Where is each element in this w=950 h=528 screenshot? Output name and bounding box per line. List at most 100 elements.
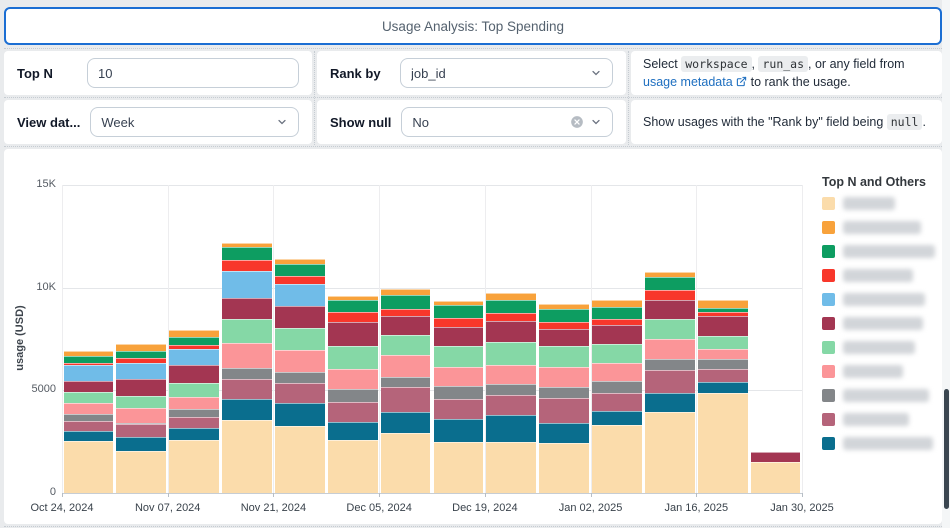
bar-segment[interactable] xyxy=(697,335,748,349)
legend-item[interactable] xyxy=(822,245,938,258)
bar-segment[interactable] xyxy=(222,259,272,271)
bar-segment[interactable] xyxy=(169,397,220,409)
bar-segment[interactable] xyxy=(486,312,537,322)
legend-item[interactable] xyxy=(822,221,938,234)
scrollbar-track[interactable] xyxy=(942,0,950,528)
bar-segment[interactable] xyxy=(644,290,695,301)
bar-segment[interactable] xyxy=(380,288,431,295)
bar-segment[interactable] xyxy=(380,316,431,335)
bar-segment[interactable] xyxy=(63,414,114,421)
bar-segment[interactable] xyxy=(539,442,590,493)
usage-metadata-link[interactable]: usage metadata xyxy=(643,75,733,89)
bar-segment[interactable] xyxy=(539,346,590,367)
bar-segment[interactable] xyxy=(644,370,695,394)
bar-segment[interactable] xyxy=(169,344,220,349)
bar-segment[interactable] xyxy=(116,437,167,451)
bar-segment[interactable] xyxy=(486,364,537,385)
bar-segment[interactable] xyxy=(697,382,748,394)
bar-segment[interactable] xyxy=(380,432,431,493)
bar-segment[interactable] xyxy=(380,386,431,412)
widget-title-card[interactable]: Usage Analysis: Top Spending xyxy=(4,7,942,45)
bar-segment[interactable] xyxy=(486,415,537,442)
bar-segment[interactable] xyxy=(116,407,167,423)
bar-segment[interactable] xyxy=(644,300,695,319)
bar-segment[interactable] xyxy=(327,368,378,390)
bar-segment[interactable] xyxy=(222,247,272,260)
bar-segment[interactable] xyxy=(274,305,325,328)
bar-segment[interactable] xyxy=(433,317,484,327)
bar-segment[interactable] xyxy=(750,461,801,493)
bar-segment[interactable] xyxy=(644,359,695,371)
bar-segment[interactable] xyxy=(327,389,378,403)
bar-segment[interactable] xyxy=(697,369,748,383)
legend-item[interactable] xyxy=(822,389,938,402)
bar-segment[interactable] xyxy=(592,393,642,411)
bar-segment[interactable] xyxy=(63,362,114,365)
legend-item[interactable] xyxy=(822,365,938,378)
bar-segment[interactable] xyxy=(116,424,167,438)
bar-segment[interactable] xyxy=(116,362,167,380)
bar-segment[interactable] xyxy=(327,421,378,440)
legend-item[interactable] xyxy=(822,317,938,330)
bar-segment[interactable] xyxy=(63,403,114,415)
bar-segment[interactable] xyxy=(644,412,695,493)
bar-segment[interactable] xyxy=(169,382,220,398)
bar-segment[interactable] xyxy=(380,334,431,356)
view-data-by-select[interactable]: Week xyxy=(90,107,299,137)
clear-icon[interactable] xyxy=(570,115,584,129)
bar-segment[interactable] xyxy=(222,420,272,493)
bar-segment[interactable] xyxy=(433,366,484,387)
bar-segment[interactable] xyxy=(539,366,590,387)
bar-segment[interactable] xyxy=(274,372,325,384)
bar-segment[interactable] xyxy=(697,300,748,308)
bar-segment[interactable] xyxy=(274,383,325,403)
top-n-input[interactable]: 10 xyxy=(87,58,299,88)
bar-segment[interactable] xyxy=(539,329,590,347)
bar-segment[interactable] xyxy=(327,402,378,422)
bar-segment[interactable] xyxy=(169,330,220,337)
bar-segment[interactable] xyxy=(539,386,590,398)
bar-segment[interactable] xyxy=(592,381,642,394)
bar-segment[interactable] xyxy=(63,420,114,431)
bar-segment[interactable] xyxy=(697,348,748,360)
bar-segment[interactable] xyxy=(644,338,695,360)
bar-segment[interactable] xyxy=(433,398,484,420)
bar-segment[interactable] xyxy=(169,348,220,365)
bar-segment[interactable] xyxy=(63,351,114,357)
bar-segment[interactable] xyxy=(486,384,537,396)
bar-segment[interactable] xyxy=(116,450,167,493)
bar-segment[interactable] xyxy=(222,342,272,368)
bar-segment[interactable] xyxy=(486,342,537,365)
bar-segment[interactable] xyxy=(327,322,378,346)
bar-segment[interactable] xyxy=(274,276,325,284)
bar-segment[interactable] xyxy=(63,392,114,404)
bar-segment[interactable] xyxy=(116,396,167,408)
legend-item[interactable] xyxy=(822,293,938,306)
bar-segment[interactable] xyxy=(697,359,748,370)
bar-segment[interactable] xyxy=(750,451,801,462)
scrollbar-thumb[interactable] xyxy=(944,389,949,509)
bar-segment[interactable] xyxy=(592,425,642,493)
bar-segment[interactable] xyxy=(433,419,484,442)
bar-segment[interactable] xyxy=(697,316,748,336)
show-null-select[interactable]: No xyxy=(401,107,613,137)
bar-segment[interactable] xyxy=(433,326,484,346)
bar-segment[interactable] xyxy=(274,425,325,493)
bar-segment[interactable] xyxy=(274,259,325,264)
bar-segment[interactable] xyxy=(592,363,642,382)
bar-segment[interactable] xyxy=(697,312,748,317)
bar-segment[interactable] xyxy=(433,441,484,493)
bar-segment[interactable] xyxy=(539,303,590,309)
bar-segment[interactable] xyxy=(697,307,748,313)
bar-segment[interactable] xyxy=(222,298,272,319)
bar-segment[interactable] xyxy=(222,367,272,380)
bar-segment[interactable] xyxy=(116,379,167,397)
bar-segment[interactable] xyxy=(222,379,272,399)
bar-segment[interactable] xyxy=(592,410,642,426)
bar-segment[interactable] xyxy=(327,295,378,301)
rank-by-select[interactable]: job_id xyxy=(400,58,613,88)
bar-segment[interactable] xyxy=(486,395,537,416)
bar-segment[interactable] xyxy=(222,243,272,248)
bar-segment[interactable] xyxy=(327,345,378,369)
bar-segment[interactable] xyxy=(380,412,431,433)
